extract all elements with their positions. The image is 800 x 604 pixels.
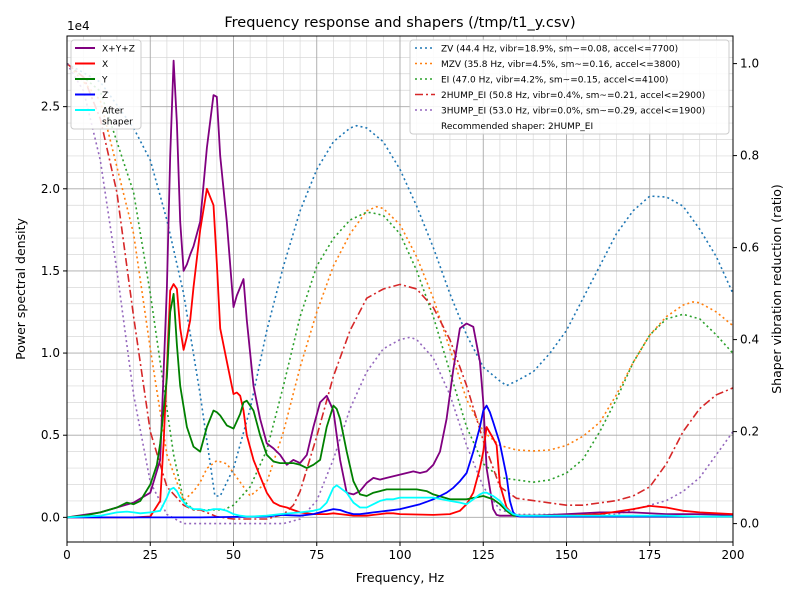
y-left-tick-label: 2.5 [41,100,60,114]
legend-psd-label: X+Y+Z [102,45,135,55]
y-left-tick-label: 2.0 [41,182,60,196]
y-axis-right-label: Shaper vibration reduction (ratio) [769,184,784,394]
y-right-tick-label: 0.6 [740,241,759,255]
legend-psd-label: shaper [102,118,133,128]
legend-shaper-label: ZV (44.4 Hz, vibr=18.9%, sm~=0.08, accel… [441,45,678,55]
y-right-tick-label: 0.4 [740,333,759,347]
psd-line-x [67,187,734,519]
recommended-shaper-note: Recommended shaper: 2HUMP_EI [441,122,593,132]
y-right-tick-label: 0.0 [740,517,759,531]
shaper-line-mzv [66,63,734,503]
x-tick-label: 0 [63,548,71,562]
legend-psd-label: Z [102,91,108,101]
x-tick-label: 75 [309,548,324,562]
x-tick-label: 150 [555,548,578,562]
x-tick-label: 100 [389,548,412,562]
legend-shapers: ZV (44.4 Hz, vibr=18.9%, sm~=0.08, accel… [409,39,730,135]
legend-psd-label: After [102,107,124,117]
psd-curves [66,59,734,519]
y-left-tick-label: 1.0 [41,346,60,360]
legend-shaper-label: EI (47.0 Hz, vibr=4.2%, sm~=0.15, accel<… [441,76,668,86]
psd-line-after [66,484,733,519]
legend-shaper-label: 3HUMP_EI (53.0 Hz, vibr=0.0%, sm~=0.29, … [441,107,705,117]
legend-shaper-label: 2HUMP_EI (50.8 Hz, vibr=0.4%, sm~=0.21, … [441,91,705,101]
psd-line-y [66,292,733,519]
x-tick-label: 50 [226,548,241,562]
legend-psd-box [70,39,142,130]
x-tick-label: 175 [638,548,661,562]
legend-shapers-box [409,39,730,135]
shaper-line-3hump-ei [66,63,734,525]
x-tick-label: 25 [143,548,158,562]
x-tick-label: 125 [472,548,495,562]
legend-psd-label: X [102,60,108,70]
shaper-line-zv [66,62,734,497]
y-right-tick-label: 1.0 [740,57,759,71]
x-axis-label: Frequency, Hz [356,570,445,585]
legend-psd-label: Y [101,76,108,86]
y-axis-left-label: Power spectral density [13,218,28,360]
legend-shaper-label: MZV (35.8 Hz, vibr=4.5%, sm~=0.16, accel… [441,60,680,70]
shaper-line-2hump-ei [66,62,734,520]
y-right-tick-label: 0.2 [740,425,759,439]
y-right-tick-label: 0.8 [740,149,759,163]
axis-ticks: 0 25 50 75 100 125 150 175 200 0.0 0.5 1.0 1.5 2.0 2.5… [41,57,759,562]
psd-line-x-y-z [66,59,734,519]
y-axis-left-exponent: 1e4 [67,19,90,33]
y-left-tick-label: 0.0 [41,510,60,524]
x-tick-label: 200 [722,548,745,562]
chart-title: Frequency response and shapers (/tmp/t1_… [224,15,575,31]
y-left-tick-label: 1.5 [41,264,60,278]
y-left-tick-label: 0.5 [41,428,60,442]
